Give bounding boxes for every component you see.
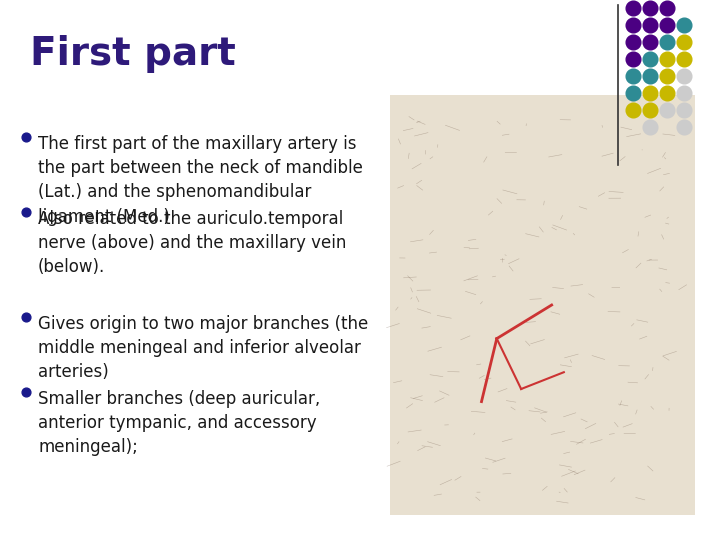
Point bbox=[678, 89, 690, 97]
Point bbox=[627, 72, 639, 80]
Point bbox=[644, 55, 656, 63]
Point bbox=[627, 89, 639, 97]
FancyBboxPatch shape bbox=[390, 95, 695, 515]
Point bbox=[661, 72, 672, 80]
Point bbox=[678, 55, 690, 63]
Text: Gives origin to two major branches (the
middle meningeal and inferior alveolar
a: Gives origin to two major branches (the … bbox=[38, 315, 368, 381]
Point bbox=[644, 123, 656, 131]
Point bbox=[661, 106, 672, 114]
Point bbox=[678, 21, 690, 29]
Point bbox=[661, 38, 672, 46]
Point bbox=[661, 21, 672, 29]
Point bbox=[644, 106, 656, 114]
Text: Smaller branches (deep auricular,
anterior tympanic, and accessory
meningeal);: Smaller branches (deep auricular, anteri… bbox=[38, 389, 320, 456]
Point bbox=[644, 21, 656, 29]
Point bbox=[627, 55, 639, 63]
Point bbox=[644, 72, 656, 80]
Point bbox=[678, 123, 690, 131]
Point bbox=[644, 89, 656, 97]
Point bbox=[627, 4, 639, 12]
Point bbox=[644, 4, 656, 12]
Point bbox=[627, 21, 639, 29]
Point bbox=[20, 133, 32, 141]
Point bbox=[20, 388, 32, 396]
Text: First part: First part bbox=[30, 35, 235, 73]
Text: Also related to the auriculo.temporal
nerve (above) and the maxillary vein
(belo: Also related to the auriculo.temporal ne… bbox=[38, 210, 346, 276]
Point bbox=[644, 38, 656, 46]
Text: The first part of the maxillary artery is
the part between the neck of mandible
: The first part of the maxillary artery i… bbox=[38, 134, 363, 226]
Point bbox=[627, 106, 639, 114]
Point bbox=[661, 89, 672, 97]
Point bbox=[20, 208, 32, 217]
Point bbox=[20, 313, 32, 322]
Point bbox=[678, 38, 690, 46]
Point bbox=[678, 106, 690, 114]
Point bbox=[627, 38, 639, 46]
Point bbox=[661, 4, 672, 12]
Point bbox=[678, 72, 690, 80]
Point bbox=[661, 55, 672, 63]
